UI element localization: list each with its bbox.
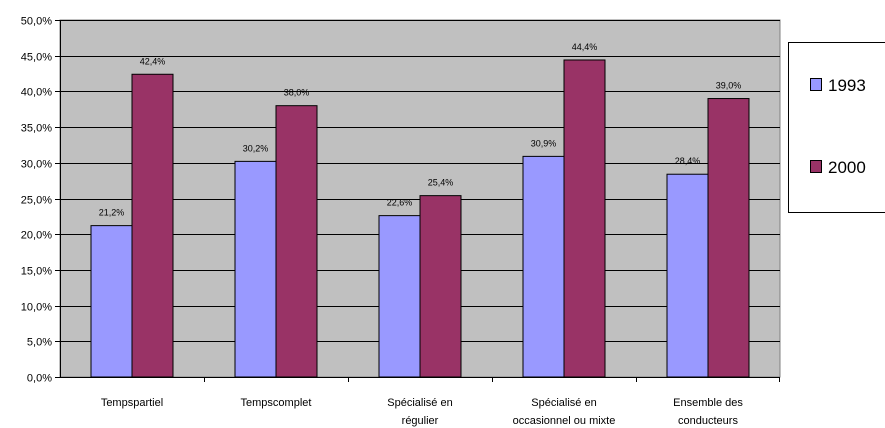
x-tick-label: Tempscomplet: [241, 397, 312, 409]
data-label-1993-5: 28,4%: [675, 156, 701, 166]
x-tick-label: Spécialisé en: [531, 397, 596, 409]
bar-2000-5: [707, 98, 750, 378]
bar-1993-4: [522, 155, 565, 378]
y-tick-label: 5,0%: [27, 337, 52, 349]
x-tick-label: Ensemble des: [673, 397, 743, 409]
data-label-1993-1: 21,2%: [99, 208, 125, 218]
y-tick-label: 50,0%: [21, 16, 52, 28]
y-tick-label: 40,0%: [21, 87, 52, 99]
data-label-2000-1: 42,4%: [140, 56, 166, 66]
legend-swatch-1993: [810, 78, 822, 91]
bar-2000-3: [419, 195, 462, 378]
y-tick-label: 10,0%: [21, 302, 52, 314]
data-label-1993-3: 22,6%: [387, 198, 413, 208]
data-label-2000-3: 25,4%: [428, 178, 454, 188]
y-tick-label: 25,0%: [21, 195, 52, 207]
bar-1993-1: [90, 225, 133, 378]
legend-swatch-2000: [810, 160, 822, 173]
y-tick-label: 0,0%: [27, 373, 52, 385]
data-label-2000-2: 38,0%: [284, 88, 310, 98]
y-tick-label: 35,0%: [21, 123, 52, 135]
x-tick-label: Spécialisé en: [387, 397, 452, 409]
legend-label-2000: 2000: [828, 158, 866, 177]
x-tick-label: occasionnel ou mixte: [513, 415, 616, 427]
bar-1993-5: [666, 173, 709, 378]
y-tick-label: 15,0%: [21, 266, 52, 278]
data-label-2000-4: 44,4%: [572, 42, 598, 52]
bar-1993-2: [234, 160, 277, 378]
plot-area: 0,0% 5,0% 10,0% 15,0% 20,0% 25,0% 30,0% 35,0% 40…: [21, 16, 781, 427]
data-label-1993-4: 30,9%: [531, 138, 557, 148]
y-tick-label: 45,0%: [21, 52, 52, 64]
y-tick-label: 20,0%: [21, 230, 52, 242]
x-tick-label: régulier: [402, 415, 439, 427]
bar-2000-4: [563, 59, 606, 378]
y-tick-label: 30,0%: [21, 159, 52, 171]
x-tick-label: Tempspartiel: [101, 397, 163, 409]
bar-2000-2: [275, 105, 318, 378]
data-label-1993-2: 30,2%: [243, 143, 269, 153]
data-label-2000-5: 39,0%: [716, 81, 742, 91]
legend: 1993 2000: [788, 42, 885, 213]
legend-label-1993: 1993: [828, 76, 866, 95]
x-tick-label: conducteurs: [678, 415, 738, 427]
bar-1993-3: [378, 215, 421, 378]
legend-box: [788, 42, 885, 213]
bar-2000-1: [131, 73, 174, 378]
